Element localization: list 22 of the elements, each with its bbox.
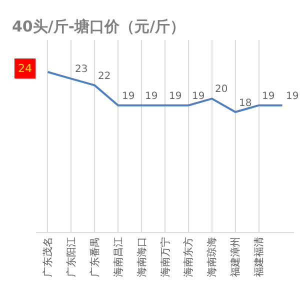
x-tick-label: 福建福清 bbox=[253, 237, 266, 277]
data-label: 19 bbox=[145, 91, 158, 102]
x-tick-label: 海南琼海 bbox=[206, 237, 218, 277]
data-label: 24 bbox=[18, 62, 32, 75]
x-tick-label: 广东番禺 bbox=[88, 237, 101, 277]
x-tick-label: 海南昌江 bbox=[112, 237, 124, 277]
data-label: 22 bbox=[98, 71, 111, 82]
data-label: 20 bbox=[215, 84, 228, 95]
chart-title: 40头/斤-塘口价（元/斤） bbox=[12, 18, 186, 36]
x-tick-label: 海南东方 bbox=[182, 237, 195, 277]
data-label: 19 bbox=[262, 91, 275, 102]
x-tick-label: 广东茂名 bbox=[42, 237, 54, 277]
x-tick-label: 福建漳州 bbox=[230, 237, 242, 277]
data-label: 19 bbox=[169, 91, 182, 102]
data-label: 19 bbox=[286, 91, 299, 102]
data-label: 23 bbox=[75, 64, 88, 75]
x-tick-label: 广东阳江 bbox=[65, 237, 78, 277]
data-label: 19 bbox=[122, 91, 135, 102]
data-label: 18 bbox=[239, 98, 252, 109]
data-label: 19 bbox=[192, 91, 205, 102]
x-tick-label: 海南万宁 bbox=[159, 237, 172, 277]
x-tick-label: 海南海口 bbox=[136, 237, 148, 277]
